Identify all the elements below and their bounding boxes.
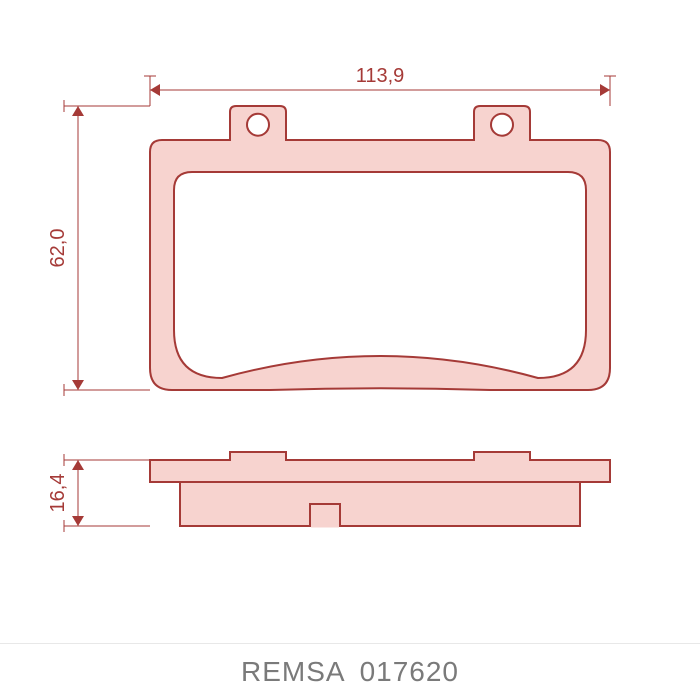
footer-bar: REMSA 017620 (0, 643, 700, 700)
part-number: 017620 (360, 656, 459, 688)
dimension-thickness-label: 16,4 (47, 474, 69, 513)
technical-drawing-svg: 113,9 62,0 16,4 (0, 0, 700, 640)
dimension-height-label: 62,0 (47, 229, 69, 268)
brand-label: REMSA (241, 656, 346, 688)
dimension-width-label: 113,9 (356, 65, 405, 87)
drawing-canvas: 113,9 62,0 16,4 REMSA 017620 (0, 0, 700, 700)
